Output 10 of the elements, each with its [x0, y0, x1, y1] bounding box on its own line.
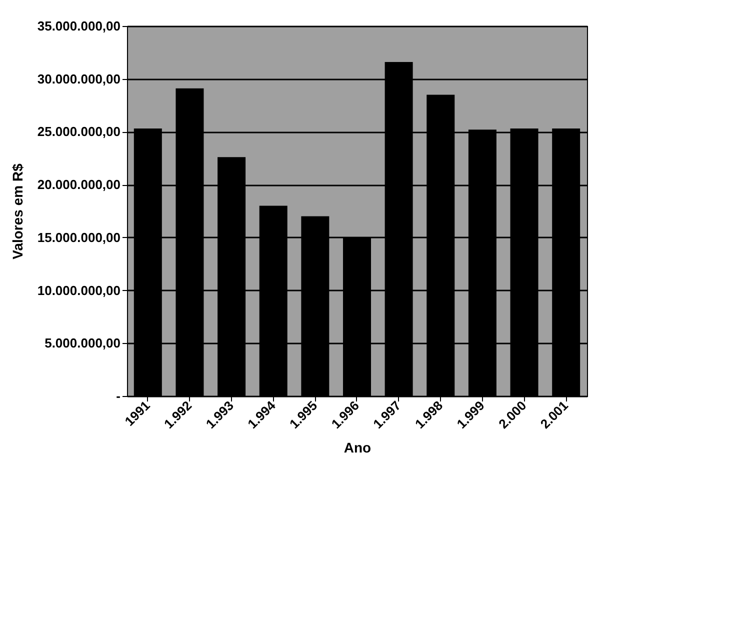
- y-tick-label: 5.000.000,00: [44, 336, 120, 351]
- y-tick-label: 20.000.000,00: [37, 177, 120, 192]
- y-tick-label: 30.000.000,00: [37, 71, 120, 86]
- y-tick-label: 35.000.000,00: [37, 18, 120, 34]
- y-tick-label: -: [116, 388, 120, 404]
- y-tick-label: 15.000.000,00: [37, 230, 120, 245]
- y-tick-label: 25.000.000,00: [37, 124, 120, 140]
- y-tick-label: 10.000.000,00: [37, 282, 120, 298]
- y-axis-title: Valores em R$: [9, 163, 26, 260]
- x-axis-title: Ano: [344, 439, 372, 456]
